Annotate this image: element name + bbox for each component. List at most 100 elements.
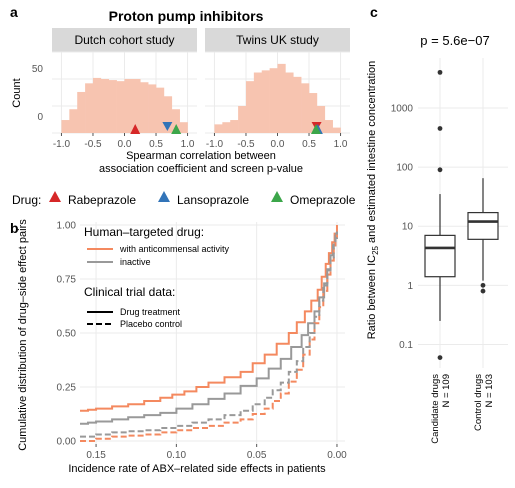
group-count: N = 103	[484, 374, 495, 408]
histogram-bar	[245, 81, 255, 133]
histogram-bar	[179, 122, 188, 133]
drug-marker-omeprazole	[310, 124, 321, 134]
x-tick-label: 0.10	[167, 450, 187, 461]
box-iqr	[424, 234, 456, 278]
histogram-bar	[100, 79, 110, 133]
x-tick-label: 0.0	[271, 139, 285, 150]
histogram-bar	[61, 120, 70, 133]
legend-label-placebo-control: Placebo control	[120, 319, 182, 329]
x-tick-label: 0.0	[118, 139, 132, 150]
x-tick-label: -1.0	[53, 139, 71, 150]
drug-marker-rabeprazole	[130, 124, 141, 134]
histogram-bar	[214, 124, 223, 133]
legend-marker-omeprazole	[271, 191, 283, 202]
histogram-bar	[238, 106, 247, 133]
legend-label-omeprazole: Omeprazole	[290, 193, 356, 207]
histogram-bar	[92, 77, 102, 133]
legend-label-anticommensal: with anticommensal activity	[119, 244, 230, 254]
x-tick-label: -0.5	[84, 139, 102, 150]
y-tick-label: 0.1	[399, 340, 413, 351]
y-tick-label: 0.00	[57, 437, 77, 448]
histogram-bar	[230, 120, 239, 133]
panel-a-ylabel: Count	[11, 78, 23, 107]
facet-strip-dutch	[52, 28, 197, 52]
drug-marker-lansoprazole	[162, 122, 173, 131]
outlier-point	[437, 355, 443, 360]
histogram-bar	[163, 96, 173, 133]
histogram-bar	[332, 127, 341, 133]
outlier-point	[437, 69, 443, 75]
legend-marker-rabeprazole	[49, 191, 61, 202]
cdf-line-inactive-placebo	[80, 231, 338, 438]
x-tick-label: 0.05	[247, 450, 267, 461]
histogram-bar	[77, 91, 86, 133]
histogram-bar	[171, 109, 180, 133]
group-count: N = 109	[441, 374, 452, 408]
y-tick-label: 0.75	[57, 275, 77, 286]
outlier-point	[480, 288, 486, 294]
panel-c-pvalue: p = 5.6e−07	[420, 33, 489, 48]
histogram-bar	[69, 109, 78, 133]
legend-title-clinical-trial: Clinical trial data:	[84, 285, 175, 299]
facet-label-dutch: Dutch cohort study	[74, 33, 174, 47]
x-tick-label: -0.5	[237, 139, 255, 150]
histogram-bar	[253, 72, 263, 133]
y-tick-label: 1	[407, 281, 413, 292]
y-tick-label: 1.00	[57, 221, 77, 232]
legend-label-rabeprazole: Rabeprazole	[68, 193, 136, 207]
panel-c-plot: 0.1 1 10 100 1000	[391, 58, 508, 368]
histogram-bar	[116, 81, 125, 133]
y-tick-label: 0.25	[57, 383, 77, 394]
cdf-line-anticommensal-placebo	[80, 233, 338, 442]
legend-marker-lansoprazole	[158, 191, 170, 202]
x-tick-label: 1.0	[334, 139, 348, 150]
histogram-bar	[261, 70, 270, 133]
histogram-bar	[222, 122, 231, 133]
y-tick-label: 10	[402, 222, 414, 233]
group-label: Control drugs	[473, 374, 484, 431]
histogram-bar	[277, 63, 286, 133]
box-iqr	[467, 211, 499, 240]
panel-b-legend: Human–targeted drug: with anticommensal …	[84, 225, 230, 329]
histogram-bar	[316, 106, 326, 133]
y-tick-label: 100	[396, 163, 413, 174]
facet-label-twins: Twins UK study	[236, 33, 319, 47]
x-tick-label: 0.5	[302, 139, 316, 150]
histogram-bar	[309, 93, 318, 133]
legend-label-inactive: inactive	[120, 257, 151, 267]
drug-marker-omeprazole	[171, 124, 182, 134]
panel-b-xlabel: Incidence rate of ABX–related side effec…	[68, 463, 326, 475]
panel-a-xlabel-line2: association coefficient and screen p-val…	[99, 163, 303, 175]
cdf-line-anticommensal-treatment	[80, 225, 338, 412]
histogram-bar	[269, 68, 278, 133]
histogram-bar	[132, 79, 141, 133]
panel-a-title: Proton pump inhibitors	[109, 8, 264, 24]
panel-b-plot: 0.15 0.10 0.05 0.00 0.00 0.25 0.50 0.75 1.00	[57, 221, 348, 462]
histogram-bar	[108, 80, 117, 133]
histogram-bar	[85, 83, 94, 133]
outlier-point	[480, 282, 486, 288]
panel-a-ytick-0: 0	[37, 112, 43, 123]
drug-legend-title: Drug:	[12, 193, 41, 207]
panel-c-ylabel: Ratio between IC25 and estimated intesti…	[366, 61, 380, 340]
panel-a-xlabel-line1: Spearman correlation between	[126, 150, 276, 162]
group-label: Candidate drugs	[430, 374, 441, 444]
outlier-point	[437, 126, 443, 131]
y-tick-label: 1000	[391, 103, 414, 114]
x-tick-label: -1.0	[206, 139, 224, 150]
histogram-bar	[285, 72, 294, 133]
histogram-bar	[140, 82, 149, 133]
legend-label-drug-treatment: Drug treatment	[120, 307, 181, 317]
facet-strip-twins	[205, 28, 350, 52]
panel-b-letter: b	[10, 220, 19, 236]
panel-c-xlabels: Candidate drugs N = 109 Control drugs N = 1…	[430, 374, 495, 444]
histogram-bar	[293, 76, 302, 133]
histogram-bar	[301, 83, 310, 133]
panel-a-ytick-50: 50	[32, 64, 44, 75]
panel-c-letter: c	[370, 4, 378, 20]
panel-a-xticks: -1.0 -0.5 0.0 0.5 1.0 -1.0 -0.5 0.0 0.5 1.0	[53, 133, 348, 150]
x-tick-label: 0.5	[149, 139, 163, 150]
panel-b-ylabel: Cumulative distribution of drug–side eff…	[17, 219, 29, 451]
histogram-bar	[148, 84, 157, 133]
